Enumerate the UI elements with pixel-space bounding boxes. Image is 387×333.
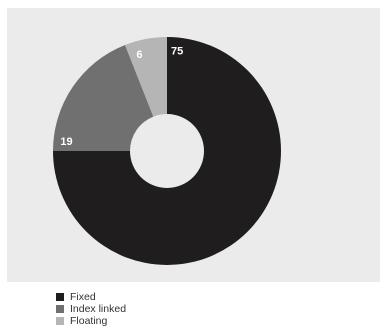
data-label-index-linked: 19 xyxy=(60,136,72,148)
legend-swatch-floating xyxy=(56,317,64,325)
legend-item-fixed: Fixed xyxy=(56,291,126,303)
legend-label-index-linked: Index linked xyxy=(70,303,127,315)
legend-label-fixed: Fixed xyxy=(70,291,96,303)
slice-floating xyxy=(125,37,167,117)
legend-item-floating: Floating xyxy=(56,315,126,327)
chart-legend: Fixed Index linked Floating xyxy=(56,291,126,327)
slice-fixed xyxy=(53,37,281,265)
data-label-floating: 6 xyxy=(136,49,142,61)
legend-label-floating: Floating xyxy=(70,315,108,327)
legend-swatch-index-linked xyxy=(56,305,64,313)
legend-swatch-fixed xyxy=(56,293,64,301)
data-label-fixed: 75 xyxy=(171,46,183,58)
slice-index-linked xyxy=(53,45,154,152)
legend-item-index-linked: Index linked xyxy=(56,303,126,315)
donut-chart: 75 19 6 xyxy=(53,37,281,265)
chart-plot-area: 75 19 6 xyxy=(7,8,380,282)
